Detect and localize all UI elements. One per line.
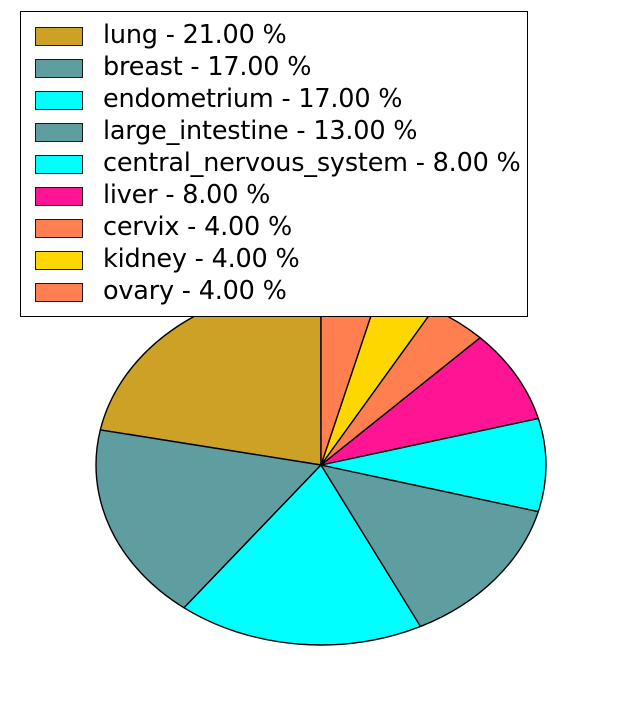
- legend-swatch-kidney: [35, 250, 83, 270]
- legend-label-large-intestine: large_intestine - 13.00 %: [103, 116, 418, 147]
- legend-item-liver[interactable]: liver - 8.00 %: [31, 180, 517, 212]
- legend-label-central-nervous-system: central_nervous_system - 8.00 %: [103, 148, 521, 179]
- legend-swatch-liver: [35, 186, 83, 206]
- legend-swatch-central-nervous-system: [35, 154, 83, 174]
- pie-wedge-group: [95, 284, 547, 646]
- legend-item-central-nervous-system[interactable]: central_nervous_system - 8.00 %: [31, 148, 521, 180]
- legend-item-cervix[interactable]: cervix - 4.00 %: [31, 212, 517, 244]
- pie-wedge-endometrium[interactable]: [183, 464, 422, 646]
- legend-item-large-intestine[interactable]: large_intestine - 13.00 %: [31, 116, 517, 148]
- legend-swatch-ovary: [35, 282, 83, 302]
- legend-label-cervix: cervix - 4.00 %: [103, 212, 292, 243]
- legend-label-liver: liver - 8.00 %: [103, 180, 271, 211]
- legend-item-ovary[interactable]: ovary - 4.00 %: [31, 276, 517, 308]
- legend-label-ovary: ovary - 4.00 %: [103, 276, 287, 307]
- legend-box: lung - 21.00 % breast - 17.00 % endometr…: [20, 11, 528, 317]
- legend-item-endometrium[interactable]: endometrium - 17.00 %: [31, 84, 517, 116]
- pie-wedge-large-intestine[interactable]: [320, 464, 540, 628]
- legend-item-lung[interactable]: lung - 21.00 %: [31, 20, 517, 52]
- legend-swatch-large-intestine: [35, 122, 83, 142]
- legend-swatch-cervix: [35, 218, 83, 238]
- legend-item-kidney[interactable]: kidney - 4.00 %: [31, 244, 517, 276]
- legend-label-breast: breast - 17.00 %: [103, 52, 312, 83]
- legend-label-endometrium: endometrium - 17.00 %: [103, 84, 403, 115]
- legend-swatch-endometrium: [35, 90, 83, 110]
- pie-wedge-central-nervous-system[interactable]: [320, 417, 547, 513]
- legend-label-lung: lung - 21.00 %: [103, 20, 287, 51]
- legend-label-kidney: kidney - 4.00 %: [103, 244, 300, 275]
- legend-item-breast[interactable]: breast - 17.00 %: [31, 52, 517, 84]
- pie-wedge-breast[interactable]: [95, 429, 322, 609]
- legend-swatch-lung: [35, 26, 83, 46]
- pie-wedge-liver[interactable]: [320, 337, 540, 466]
- legend-swatch-breast: [35, 58, 83, 78]
